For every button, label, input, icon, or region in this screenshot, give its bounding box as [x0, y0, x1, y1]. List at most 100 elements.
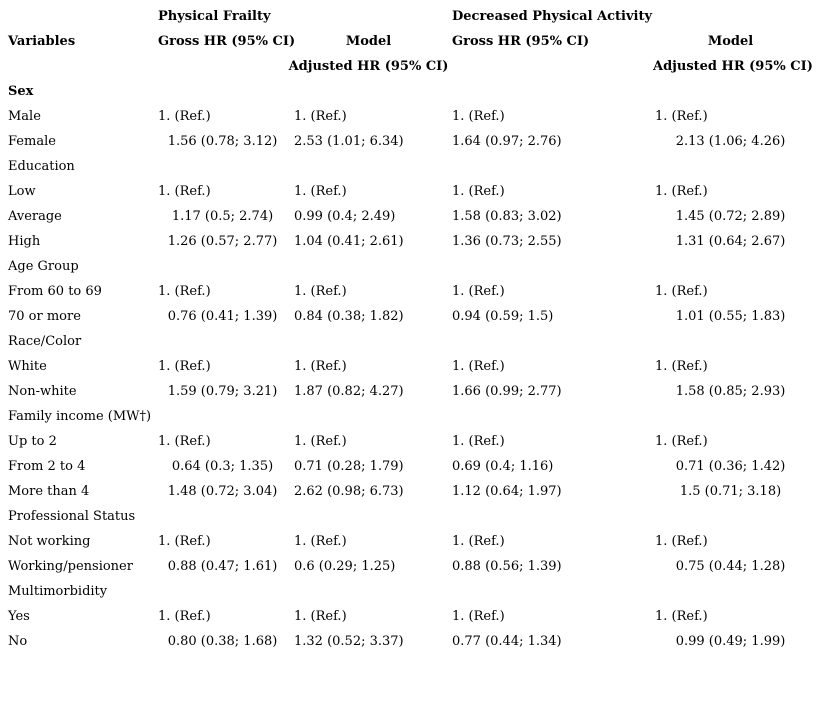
- pf-gross-cell: 0.80 (0.38; 1.68): [167, 634, 278, 649]
- pf-gross-cell: 1. (Ref.): [158, 434, 211, 449]
- table-row: 70 or more 0.76 (0.41; 1.39) 0.84 (0.38; 1…: [8, 304, 816, 329]
- row-label: Working/pensioner: [8, 559, 133, 574]
- pf-adjusted-cell: 1. (Ref.): [294, 109, 347, 124]
- group-header-physical-frailty: Physical Frailty: [158, 9, 271, 24]
- pf-adjusted-cell: 1. (Ref.): [294, 609, 347, 624]
- pf-gross-cell: 1.48 (0.72; 3.04): [167, 484, 278, 499]
- table-row: Low 1. (Ref.) 1. (Ref.) 1. (Ref.) 1. (Ref.): [8, 179, 816, 204]
- section-row: Age Group: [8, 254, 816, 279]
- pf-adjusted-cell: 1. (Ref.): [294, 534, 347, 549]
- empty-cell: [287, 404, 450, 429]
- empty-cell: [653, 79, 808, 104]
- dpa-adjusted-cell: 1. (Ref.): [655, 284, 708, 299]
- pf-gross-cell: 0.64 (0.3; 1.35): [171, 459, 274, 474]
- dpa-gross-cell: 1. (Ref.): [452, 284, 505, 299]
- table-row: Male 1. (Ref.) 1. (Ref.) 1. (Ref.) 1. (Ref.): [8, 104, 816, 129]
- pf-adjusted-cell: 1. (Ref.): [294, 359, 347, 374]
- row-label: More than 4: [8, 484, 90, 499]
- dpa-gross-cell: 1. (Ref.): [452, 609, 505, 624]
- row-label: No: [8, 634, 28, 649]
- empty-cell: [450, 254, 653, 279]
- pf-gross-cell: 0.76 (0.41; 1.39): [167, 309, 278, 324]
- empty-cell: [158, 254, 287, 279]
- table-row: Average 1.17 (0.5; 2.74) 0.99 (0.4; 2.49) 1…: [8, 204, 816, 229]
- pf-adjusted-cell: 1. (Ref.): [294, 284, 347, 299]
- row-label: Non-white: [8, 384, 77, 399]
- row-label: High: [8, 234, 41, 249]
- dpa-adjusted-cell: 0.75 (0.44; 1.28): [675, 559, 786, 574]
- table-row: High 1.26 (0.57; 2.77) 1.04 (0.41; 2.61) 1.…: [8, 229, 816, 254]
- table-row: From 2 to 4 0.64 (0.3; 1.35) 0.71 (0.28; 1…: [8, 454, 816, 479]
- row-label: White: [8, 359, 47, 374]
- dpa-gross-cell: 0.69 (0.4; 1.16): [452, 459, 554, 474]
- pf-adjusted-cell: 1. (Ref.): [294, 184, 347, 199]
- column-header-pf-model: Model: [345, 34, 392, 49]
- table-column-header-row: Variables Gross HR (95% CI) Model Gross …: [8, 29, 816, 54]
- empty-cell: [653, 254, 808, 279]
- dpa-gross-cell: 0.88 (0.56; 1.39): [452, 559, 562, 574]
- dpa-adjusted-cell: 1.01 (0.55; 1.83): [675, 309, 786, 324]
- empty-cell: [158, 404, 287, 429]
- pf-adjusted-cell: 1.87 (0.82; 4.27): [294, 384, 404, 399]
- group-header-spacer: [8, 4, 158, 29]
- dpa-gross-cell: 1.64 (0.97; 2.76): [452, 134, 562, 149]
- pf-adjusted-cell: 0.84 (0.38; 1.82): [294, 309, 404, 324]
- pf-gross-cell: 1.26 (0.57; 2.77): [167, 234, 278, 249]
- empty-cell: [450, 579, 653, 604]
- table-row: Non-white 1.59 (0.79; 3.21) 1.87 (0.82; 4.…: [8, 379, 816, 404]
- dpa-gross-cell: 1. (Ref.): [452, 359, 505, 374]
- subheader-spacer-2: [158, 54, 287, 79]
- dpa-gross-cell: 1.36 (0.73; 2.55): [452, 234, 562, 249]
- pf-gross-cell: 1. (Ref.): [158, 109, 211, 124]
- subheader-spacer-1: [8, 54, 158, 79]
- dpa-adjusted-cell: 1.31 (0.64; 2.67): [675, 234, 786, 249]
- dpa-gross-cell: 1. (Ref.): [452, 184, 505, 199]
- empty-cell: [450, 404, 653, 429]
- section-header: Professional Status: [8, 509, 136, 524]
- empty-cell: [653, 579, 808, 604]
- table-row: White 1. (Ref.) 1. (Ref.) 1. (Ref.) 1. (Ref.…: [8, 354, 816, 379]
- section-header: Age Group: [8, 259, 79, 274]
- dpa-adjusted-cell: 1.45 (0.72; 2.89): [675, 209, 786, 224]
- row-label: From 60 to 69: [8, 284, 102, 299]
- dpa-adjusted-cell: 1. (Ref.): [655, 434, 708, 449]
- pf-gross-cell: 0.88 (0.47; 1.61): [167, 559, 278, 574]
- empty-cell: [287, 154, 450, 179]
- dpa-adjusted-cell: 0.99 (0.49; 1.99): [675, 634, 786, 649]
- dpa-gross-cell: 0.77 (0.44; 1.34): [452, 634, 562, 649]
- pf-gross-cell: 1.17 (0.5; 2.74): [171, 209, 274, 224]
- group-header-decreased-physical-activity: Decreased Physical Activity: [452, 9, 653, 24]
- table-row: Working/pensioner 0.88 (0.47; 1.61) 0.6 (0…: [8, 554, 816, 579]
- empty-cell: [287, 504, 450, 529]
- table-row: More than 4 1.48 (0.72; 3.04) 2.62 (0.98; …: [8, 479, 816, 504]
- column-header-variables: Variables: [8, 34, 76, 49]
- row-label: Male: [8, 109, 41, 124]
- dpa-gross-cell: 1.12 (0.64; 1.97): [452, 484, 562, 499]
- pf-gross-cell: 1. (Ref.): [158, 359, 211, 374]
- row-label: From 2 to 4: [8, 459, 86, 474]
- column-header-dpa-gross-hr: Gross HR (95% CI): [452, 34, 590, 49]
- empty-cell: [158, 79, 287, 104]
- empty-cell: [450, 329, 653, 354]
- pf-gross-cell: 1.59 (0.79; 3.21): [167, 384, 278, 399]
- section-row: Sex: [8, 79, 816, 104]
- pf-gross-cell: 1. (Ref.): [158, 284, 211, 299]
- pf-adjusted-cell: 1.32 (0.52; 3.37): [294, 634, 404, 649]
- row-label: Not working: [8, 534, 91, 549]
- row-label: Yes: [8, 609, 30, 624]
- dpa-adjusted-cell: 1. (Ref.): [655, 359, 708, 374]
- row-label: Female: [8, 134, 56, 149]
- dpa-adjusted-cell: 1. (Ref.): [655, 534, 708, 549]
- dpa-gross-cell: 1. (Ref.): [452, 434, 505, 449]
- empty-cell: [158, 579, 287, 604]
- pf-gross-cell: 1. (Ref.): [158, 534, 211, 549]
- section-header: Education: [8, 159, 75, 174]
- dpa-gross-cell: 1.66 (0.99; 2.77): [452, 384, 562, 399]
- empty-cell: [287, 579, 450, 604]
- row-label: Average: [8, 209, 62, 224]
- section-header: Multimorbidity: [8, 584, 108, 599]
- section-row: Professional Status: [8, 504, 816, 529]
- empty-cell: [158, 504, 287, 529]
- section-row: Race/Color: [8, 329, 816, 354]
- dpa-gross-cell: 0.94 (0.59; 1.5): [452, 309, 554, 324]
